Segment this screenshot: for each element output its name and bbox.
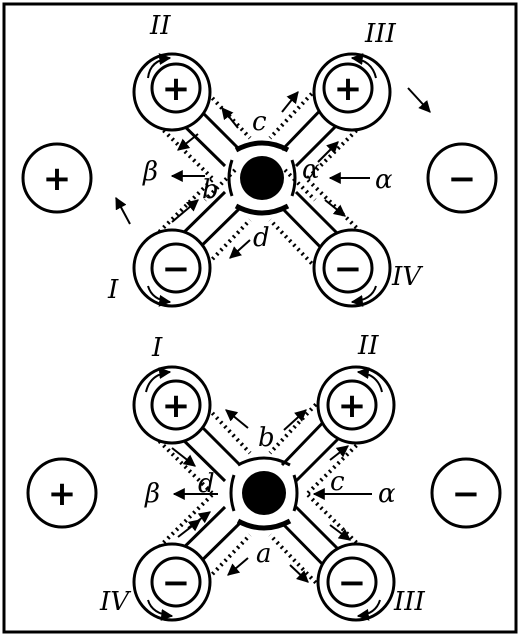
rotor-sign: + — [338, 386, 367, 426]
shoe-bottom — [236, 518, 292, 531]
pole-right-bottom: − — [430, 457, 502, 529]
center-core — [242, 471, 286, 515]
rotor-tr-bottom: + — [316, 365, 396, 445]
pole-sign: + — [48, 474, 77, 514]
rotor-label-br: IV — [391, 262, 423, 292]
rotor-br-bottom: − — [316, 542, 396, 622]
rotor-sign: − — [162, 249, 191, 289]
rotor-sign: − — [334, 249, 363, 289]
label-left-inner: b — [202, 175, 219, 205]
shoe-top — [234, 140, 290, 153]
rotor-tr-top: + — [312, 52, 392, 132]
rotor-label-tl: II — [149, 11, 171, 41]
label-right-outer: α — [378, 479, 396, 509]
rotor-sign: − — [338, 563, 367, 603]
arrows — [115, 53, 431, 307]
center-core — [240, 156, 284, 200]
pole-right-top: − — [426, 142, 498, 214]
shoe-left — [227, 159, 234, 197]
pole-left-bottom: + — [26, 457, 98, 529]
pole-sign: − — [452, 474, 481, 514]
arrows — [145, 367, 383, 621]
rotor-sign: + — [334, 69, 363, 109]
shoe-bottom — [234, 203, 290, 216]
shoe-top — [237, 456, 291, 467]
label-left-outer: β — [142, 157, 158, 187]
rotor-sign: + — [162, 69, 191, 109]
rotor-bl-top: − — [132, 228, 212, 308]
rotor-label-tl: I — [151, 333, 163, 363]
pole-sign: − — [448, 159, 477, 199]
label-right-inner: c — [330, 467, 345, 497]
rotor-sign: − — [162, 563, 191, 603]
shoe-left — [229, 474, 236, 512]
panel-top: + − + — [21, 11, 498, 308]
label-left-outer: β — [144, 479, 160, 509]
label-bottom: d — [253, 223, 270, 253]
rotor-bl-bottom: − — [132, 542, 212, 622]
rotor-br-top: − — [312, 228, 392, 308]
label-right-inner: α — [302, 155, 320, 185]
rotor-label-br: III — [393, 587, 426, 617]
panel-bottom: + − + + — [26, 331, 502, 622]
label-bottom: a — [256, 539, 272, 569]
rotor-label-tr: II — [357, 331, 379, 361]
rotor-sign: + — [162, 386, 191, 426]
shoe-right — [290, 159, 297, 197]
label-left-inner: d — [198, 469, 215, 499]
shoe-right — [292, 474, 299, 512]
rotor-label-bl: I — [107, 275, 119, 305]
label-top: c — [252, 107, 267, 137]
rotor-label-bl: IV — [99, 587, 131, 617]
label-top: b — [258, 423, 275, 453]
rotor-tl-bottom: + — [132, 365, 212, 445]
label-right-outer: α — [375, 165, 393, 195]
pole-left-top: + — [21, 142, 93, 214]
rotor-label-tr: III — [364, 19, 397, 49]
pole-sign: + — [43, 159, 72, 199]
rotor-tl-top: + — [132, 52, 212, 132]
